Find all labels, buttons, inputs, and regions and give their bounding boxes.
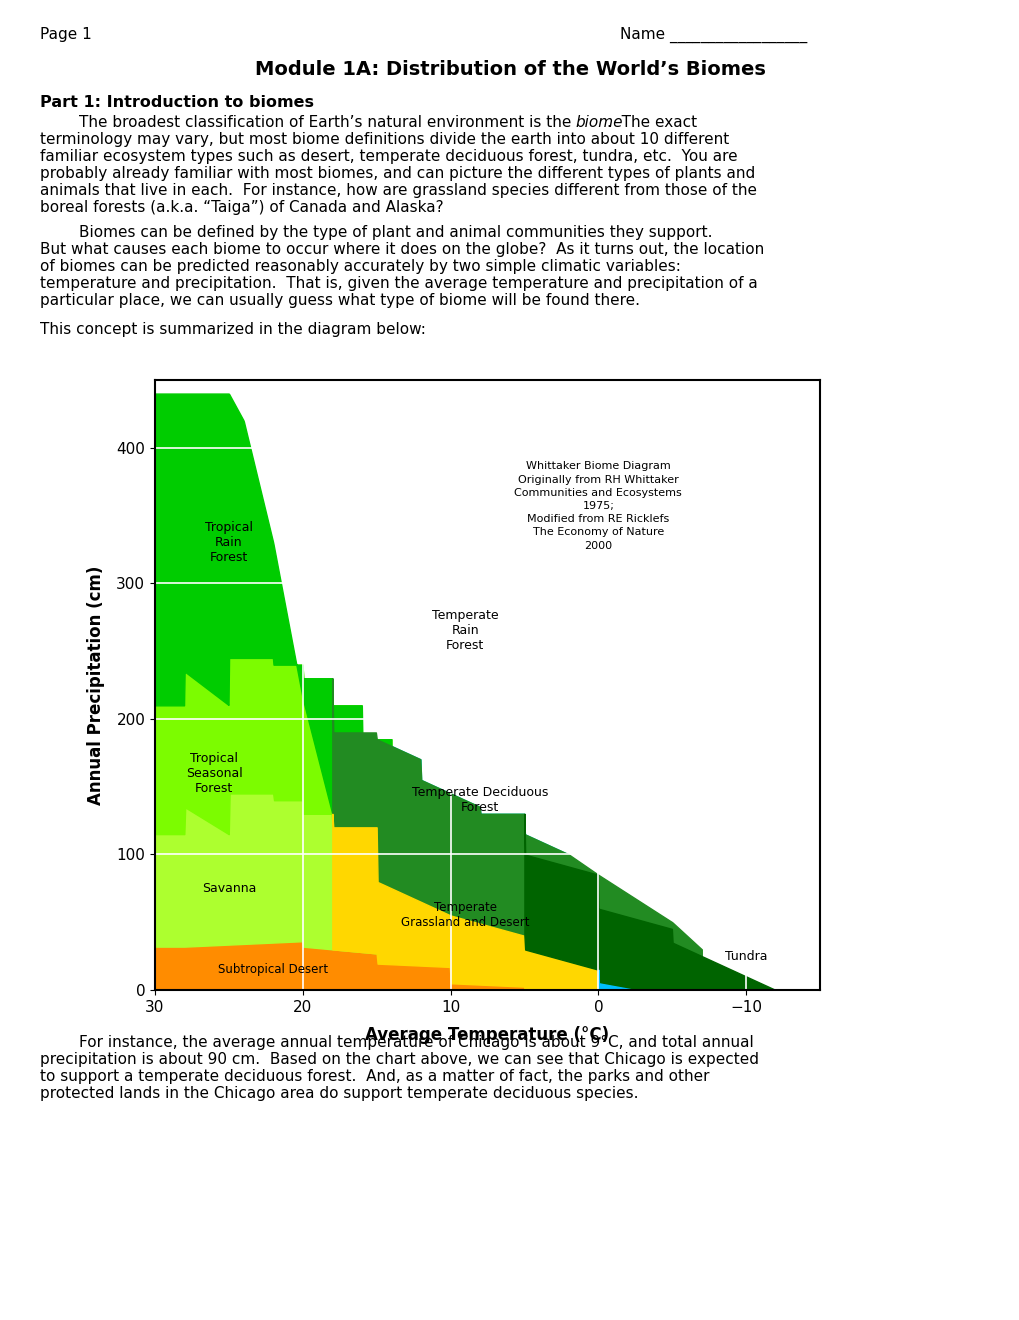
Text: Temperate
Rain
Forest: Temperate Rain Forest (432, 610, 498, 652)
X-axis label: Average Temperature (°C): Average Temperature (°C) (365, 1026, 609, 1044)
Text: Module 1A: Distribution of the World’s Biomes: Module 1A: Distribution of the World’s B… (255, 59, 764, 79)
Y-axis label: Annual Precipitation (cm): Annual Precipitation (cm) (87, 565, 105, 805)
Text: Part 1: Introduction to biomes: Part 1: Introduction to biomes (40, 95, 314, 110)
Text: to support a temperate deciduous forest.  And, as a matter of fact, the parks an: to support a temperate deciduous forest.… (40, 1069, 709, 1084)
Text: biome: biome (575, 115, 622, 129)
Text: Biomes can be defined by the type of plant and animal communities they support.: Biomes can be defined by the type of pla… (40, 224, 712, 240)
Text: particular place, we can usually guess what type of biome will be found there.: particular place, we can usually guess w… (40, 293, 639, 308)
Text: Temperate Deciduous
Forest: Temperate Deciduous Forest (412, 787, 548, 814)
Text: This concept is summarized in the diagram below:: This concept is summarized in the diagra… (40, 322, 426, 337)
Text: probably already familiar with most biomes, and can picture the different types : probably already familiar with most biom… (40, 166, 754, 181)
Text: But what causes each biome to occur where it does on the globe?  As it turns out: But what causes each biome to occur wher… (40, 242, 763, 257)
Text: The broadest classification of Earth’s natural environment is the: The broadest classification of Earth’s n… (40, 115, 576, 129)
Text: Tropical
Rain
Forest: Tropical Rain Forest (205, 521, 253, 564)
Text: Subtropical Desert: Subtropical Desert (218, 964, 328, 977)
Text: For instance, the average annual temperature of Chicago is about 9°C, and total : For instance, the average annual tempera… (40, 1035, 753, 1049)
Text: animals that live in each.  For instance, how are grassland species different fr: animals that live in each. For instance,… (40, 183, 756, 198)
Text: protected lands in the Chicago area do support temperate deciduous species.: protected lands in the Chicago area do s… (40, 1086, 638, 1101)
Text: Name __________________: Name __________________ (620, 26, 806, 44)
Text: familiar ecosystem types such as desert, temperate deciduous forest, tundra, etc: familiar ecosystem types such as desert,… (40, 149, 737, 164)
Text: precipitation is about 90 cm.  Based on the chart above, we can see that Chicago: precipitation is about 90 cm. Based on t… (40, 1052, 758, 1067)
Text: temperature and precipitation.  That is, given the average temperature and preci: temperature and precipitation. That is, … (40, 276, 757, 290)
Text: Savanna: Savanna (202, 882, 256, 895)
Text: Page 1: Page 1 (40, 26, 92, 42)
Text: Whittaker Biome Diagram
Originally from RH Whittaker
Communities and Ecosystems
: Whittaker Biome Diagram Originally from … (514, 461, 682, 550)
Text: boreal forests (a.k.a. “Taiga”) of Canada and Alaska?: boreal forests (a.k.a. “Taiga”) of Canad… (40, 201, 443, 215)
Text: Taiga: Taiga (655, 862, 688, 874)
Text: Temperate
Grassland and Desert: Temperate Grassland and Desert (400, 902, 529, 929)
Text: of biomes can be predicted reasonably accurately by two simple climatic variable: of biomes can be predicted reasonably ac… (40, 259, 681, 275)
Text: terminology may vary, but most biome definitions divide the earth into about 10 : terminology may vary, but most biome def… (40, 132, 729, 147)
Text: Tropical
Seasonal
Forest: Tropical Seasonal Forest (185, 751, 243, 795)
Text: Tundra: Tundra (725, 949, 766, 962)
Text: .  The exact: . The exact (606, 115, 696, 129)
